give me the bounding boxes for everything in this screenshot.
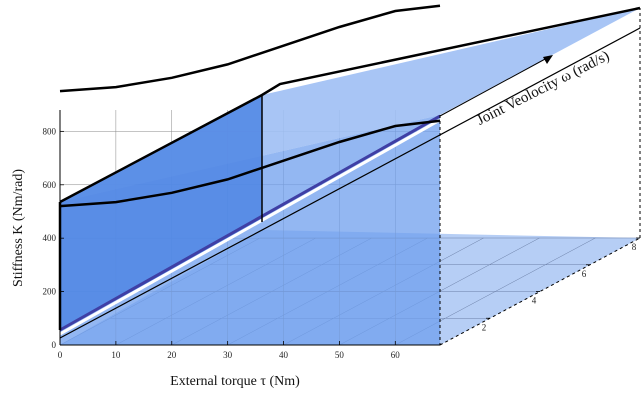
z-tick-label: 4 xyxy=(532,296,537,306)
x-tick-label: 10 xyxy=(111,350,121,360)
x-ticks: 0 10 20 30 40 50 60 xyxy=(58,341,401,360)
x-tick-label: 60 xyxy=(391,350,401,360)
z-arrow-line xyxy=(439,57,548,117)
surface-left-face xyxy=(60,95,262,330)
x-tick-label: 40 xyxy=(279,350,289,360)
surface-bottom-edge xyxy=(59,114,441,332)
y-tick-label: 600 xyxy=(43,180,57,190)
y-tick-label: 800 xyxy=(43,126,57,136)
y-ticks: 0 200 400 600 800 xyxy=(43,126,64,350)
series-curve-back xyxy=(59,4,441,93)
surface-bottom-edge-black xyxy=(59,27,641,339)
box-dashed-edges xyxy=(439,8,641,346)
z-ticks: 2 4 6 8 xyxy=(482,237,640,332)
x-tick-label: 0 xyxy=(58,350,63,360)
y-axis-title: Stiffness K (Nm/rad) xyxy=(11,169,26,287)
z-tick-label: 8 xyxy=(632,242,637,252)
z-tick-label: 6 xyxy=(582,269,587,279)
y-tick-label: 400 xyxy=(43,233,57,243)
x-tick-label: 20 xyxy=(167,350,177,360)
y-tick-label: 0 xyxy=(52,340,57,350)
series-curve-front xyxy=(59,119,441,208)
z-arrow-head xyxy=(543,55,553,64)
x-axis-title: External torque τ (Nm) xyxy=(170,374,300,389)
surface-top-edge xyxy=(59,6,641,204)
x-tick-label: 50 xyxy=(335,350,345,360)
y-tick-label: 200 xyxy=(43,287,57,297)
z-tick-label: 2 xyxy=(482,322,487,332)
surface-bottom-edge-white xyxy=(59,118,441,336)
x-tick-label: 30 xyxy=(223,350,233,360)
